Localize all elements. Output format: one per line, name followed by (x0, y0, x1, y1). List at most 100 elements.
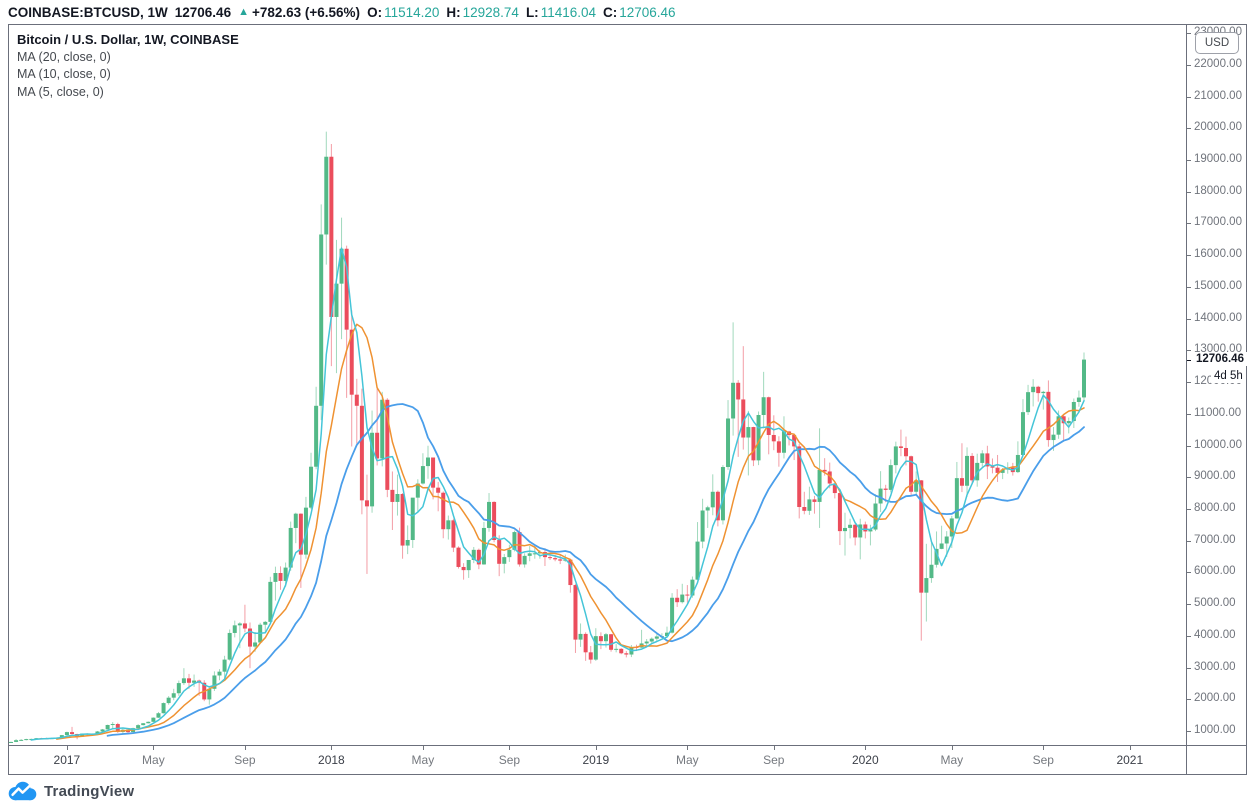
axis-corner (1187, 746, 1246, 774)
y-axis-tick (1187, 159, 1191, 161)
x-axis-label: 2019 (582, 753, 610, 767)
y-axis-tick (1187, 699, 1191, 701)
x-axis-label: 2020 (851, 753, 879, 767)
price-axis[interactable]: USD 12706.46 4d 5h 1000.00 2000.00 3000.00… (1187, 25, 1247, 746)
y-axis-label: 3000.00 (1194, 660, 1236, 673)
y-axis-label: 1000.00 (1194, 724, 1236, 736)
y-axis-tick (1187, 318, 1191, 320)
y-axis-label: 22000.00 (1194, 57, 1242, 70)
last-price-tick (1187, 359, 1191, 361)
close-label: C: (603, 4, 618, 20)
tradingview-logo[interactable]: TradingView (8, 781, 134, 801)
x-axis-label: Sep (1032, 753, 1054, 767)
y-axis-label: 10000.00 (1194, 438, 1242, 451)
currency-toggle-button[interactable]: USD (1195, 32, 1239, 54)
x-axis-tick (951, 746, 953, 750)
y-axis-tick (1187, 64, 1191, 66)
tradingview-logo-text: TradingView (44, 782, 135, 800)
x-axis-label: Sep (498, 753, 521, 767)
legend-ma5: MA (5, close, 0) (17, 84, 104, 99)
ma5-line (30, 247, 1085, 741)
candle-bodies-layer (9, 156, 1086, 743)
y-axis-tick (1187, 604, 1191, 606)
x-axis-label: 2017 (53, 753, 81, 767)
y-axis-tick (1187, 191, 1191, 193)
y-axis-tick (1187, 96, 1191, 98)
x-axis-tick (595, 746, 597, 750)
y-axis-label: 19000.00 (1194, 152, 1242, 165)
price-change: +782.63 (+6.56%) (251, 4, 361, 20)
chart-pane[interactable]: Bitcoin / U.S. Dollar, 1W, COINBASE MA (… (9, 25, 1187, 746)
y-axis-label: 20000.00 (1194, 121, 1242, 134)
x-axis-tick (865, 746, 867, 750)
y-axis-tick (1187, 477, 1191, 479)
legend-ma10: MA (10, close, 0) (17, 67, 111, 81)
y-axis-label: 18000.00 (1194, 184, 1242, 197)
y-axis-tick (1187, 286, 1191, 288)
y-axis-tick (1187, 223, 1191, 225)
y-axis-label: 14000.00 (1194, 311, 1242, 324)
chart-legend: Bitcoin / U.S. Dollar, 1W, COINBASE MA (… (17, 31, 239, 101)
y-axis-tick (1187, 635, 1191, 637)
y-axis-label: 7000.00 (1194, 533, 1236, 546)
x-axis-tick (687, 746, 689, 750)
y-axis-tick (1187, 731, 1191, 732)
y-axis-tick (1187, 572, 1191, 574)
x-axis-label: May (940, 753, 964, 767)
bar-countdown-label: 4d 5h (1211, 368, 1246, 383)
y-axis-tick (1187, 128, 1191, 130)
ma20-line (106, 403, 1085, 737)
low-value: 11416.04 (540, 4, 596, 20)
y-axis-tick (1187, 33, 1191, 34)
x-axis-tick (1129, 746, 1131, 750)
chart-widget: Bitcoin / U.S. Dollar, 1W, COINBASE MA (… (8, 24, 1247, 775)
x-axis-label: Sep (763, 753, 785, 767)
candlestick-chart[interactable] (9, 25, 1186, 745)
x-axis-label: 2021 (1116, 753, 1144, 767)
up-arrow-icon: ▲ (238, 6, 249, 18)
x-axis-label: May (142, 753, 165, 767)
ma10-line (56, 323, 1085, 740)
x-axis-label: Sep (234, 753, 256, 767)
y-axis-tick (1187, 382, 1191, 383)
y-axis-tick (1187, 350, 1191, 352)
x-axis-tick (422, 746, 424, 750)
high-label: H: (446, 4, 461, 20)
y-axis-tick (1187, 540, 1191, 542)
y-axis-tick (1187, 667, 1191, 669)
y-axis-label: 9000.00 (1194, 470, 1236, 483)
time-axis[interactable]: 2017 May Sep 2018 May Sep 2019 May Sep 2020 May Sep… (9, 746, 1187, 774)
low-label: L: (525, 4, 539, 20)
legend-ma20: MA (20, close, 0) (17, 49, 111, 64)
y-axis-label: 5000.00 (1194, 597, 1236, 610)
close-value: 12706.46 (619, 4, 676, 20)
y-axis-label: 2000.00 (1194, 692, 1236, 705)
x-axis-tick (331, 746, 333, 750)
y-axis-tick (1187, 445, 1191, 447)
x-axis-tick (509, 746, 511, 750)
x-axis-tick (244, 746, 246, 750)
x-axis-tick (153, 746, 155, 750)
open-value: 11514.20 (384, 4, 440, 20)
ohlc-header: COINBASE:BTCUSD, 1W 12706.46 ▲ +782.63 (… (8, 2, 676, 22)
last-price: 12706.46 (174, 4, 232, 20)
x-axis-tick (1043, 746, 1045, 750)
y-axis-label: 21000.00 (1194, 89, 1242, 102)
tradingview-cloud-icon (8, 781, 37, 801)
y-axis-label: 6000.00 (1194, 565, 1236, 578)
x-axis-label: May (411, 753, 435, 767)
y-axis-label: 16000.00 (1194, 248, 1242, 261)
last-price-axis-label: 12706.46 (1193, 351, 1247, 366)
symbol-title: COINBASE:BTCUSD, 1W (8, 4, 168, 20)
y-axis-tick (1187, 255, 1191, 257)
x-axis-label: May (675, 753, 699, 767)
y-axis-tick (1187, 508, 1191, 510)
x-axis-tick (66, 746, 68, 750)
x-axis-tick (773, 746, 775, 750)
y-axis-tick (1187, 413, 1191, 415)
candle-wicks-layer (10, 131, 1085, 743)
y-axis-label: 4000.00 (1194, 628, 1236, 641)
y-axis-label: 17000.00 (1194, 216, 1242, 229)
y-axis-label: 8000.00 (1194, 501, 1236, 514)
y-axis-label: 11000.00 (1194, 406, 1242, 419)
